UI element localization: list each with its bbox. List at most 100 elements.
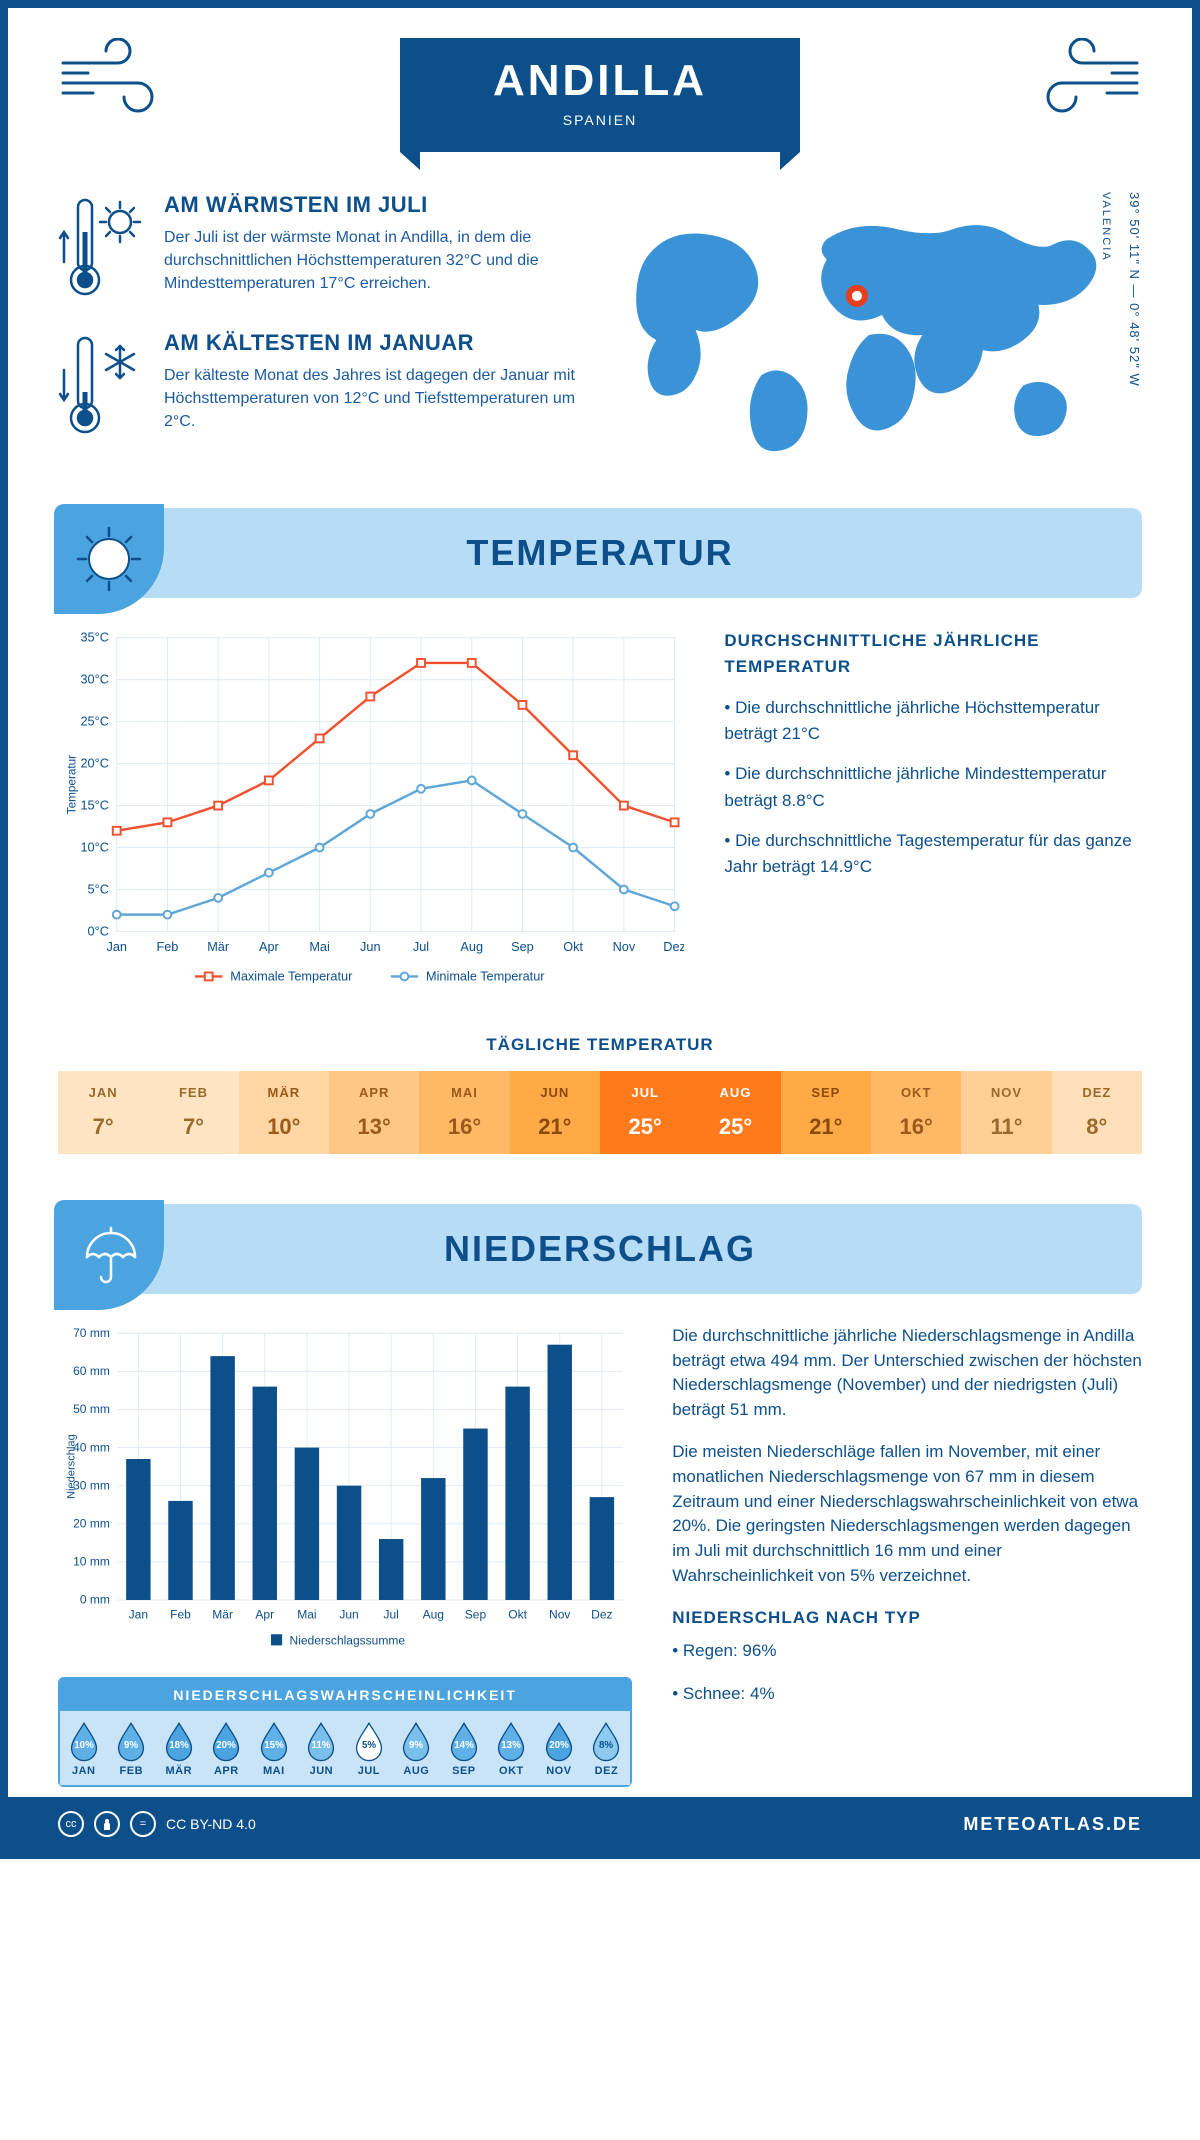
daily-temp-cell: JUN21° (510, 1071, 600, 1154)
fact-warm: AM WÄRMSTEN IM JULI Der Juli ist der wär… (58, 192, 585, 302)
section-precip-title: NIEDERSCHLAG (58, 1228, 1142, 1270)
svg-text:15%: 15% (264, 1740, 284, 1751)
by-icon (94, 1811, 120, 1837)
precip-prob-cell: 14% SEP (440, 1711, 488, 1785)
svg-text:0°C: 0°C (88, 923, 109, 938)
svg-text:Jun: Jun (360, 939, 381, 954)
svg-text:0 mm: 0 mm (80, 1593, 110, 1607)
license-text: CC BY-ND 4.0 (166, 1816, 256, 1832)
svg-text:35°C: 35°C (80, 630, 108, 645)
section-temperature-bar: TEMPERATUR (58, 508, 1142, 598)
precip-prob-cell: 20% NOV (535, 1711, 583, 1785)
svg-text:Niederschlagssumme: Niederschlagssumme (290, 1633, 406, 1647)
daily-temp-cell: NOV11° (961, 1071, 1051, 1154)
svg-text:9%: 9% (124, 1740, 138, 1751)
svg-text:40 mm: 40 mm (73, 1440, 110, 1454)
precip-prob-cell: 8% DEZ (583, 1711, 631, 1785)
svg-text:5%: 5% (362, 1740, 376, 1751)
wind-icon (58, 38, 178, 118)
svg-text:8%: 8% (599, 1740, 613, 1751)
daily-temp-cell: JAN7° (58, 1071, 148, 1154)
precip-prob-cell: 9% AUG (393, 1711, 441, 1785)
temperature-stats: DURCHSCHNITTLICHE JÄHRLICHE TEMPERATUR •… (724, 628, 1142, 1005)
svg-text:Apr: Apr (255, 1607, 274, 1621)
svg-text:Temperatur: Temperatur (66, 755, 79, 814)
svg-text:Okt: Okt (508, 1607, 527, 1621)
svg-text:50 mm: 50 mm (73, 1402, 110, 1416)
svg-text:Okt: Okt (563, 939, 583, 954)
section-temperature-title: TEMPERATUR (58, 532, 1142, 574)
svg-text:Jul: Jul (383, 1607, 398, 1621)
svg-text:70 mm: 70 mm (73, 1326, 110, 1340)
precip-para-2: Die meisten Niederschläge fallen im Nove… (672, 1440, 1142, 1588)
temperature-line-chart: 0°C5°C10°C15°C20°C25°C30°C35°CJanFebMärA… (58, 628, 684, 1000)
wind-icon (1022, 38, 1142, 118)
svg-text:13%: 13% (502, 1740, 522, 1751)
nd-icon: = (130, 1811, 156, 1837)
svg-text:18%: 18% (169, 1740, 189, 1751)
svg-text:11%: 11% (312, 1740, 331, 1751)
precip-prob-cell: 5% JUL (345, 1711, 393, 1785)
precip-prob-cell: 9% FEB (108, 1711, 156, 1785)
svg-text:20 mm: 20 mm (73, 1516, 110, 1530)
svg-text:Nov: Nov (613, 939, 636, 954)
country-subtitle: SPANIEN (480, 112, 720, 128)
svg-text:Mär: Mär (207, 939, 230, 954)
svg-text:10 mm: 10 mm (73, 1555, 110, 1569)
header-row: ANDILLA SPANIEN (58, 38, 1142, 152)
svg-text:Jan: Jan (129, 1607, 148, 1621)
precip-prob-cell: 20% APR (203, 1711, 251, 1785)
precip-prob-cell: 11% JUN (298, 1711, 346, 1785)
world-map-svg (615, 192, 1119, 468)
svg-text:Sep: Sep (511, 939, 534, 954)
fact-warm-title: AM WÄRMSTEN IM JULI (164, 192, 585, 218)
temp-stats-bullet: • Die durchschnittliche jährliche Höchst… (724, 695, 1142, 748)
svg-text:Jun: Jun (339, 1607, 358, 1621)
location-marker-icon (846, 285, 868, 307)
daily-temp-cell: DEZ8° (1052, 1071, 1142, 1154)
daily-temp-cell: OKT16° (871, 1071, 961, 1154)
fact-cold: AM KÄLTESTEN IM JANUAR Der kälteste Mona… (58, 330, 585, 440)
precip-type-item: • Schnee: 4% (672, 1682, 1142, 1707)
precipitation-bar-chart: 0 mm 10 mm 20 mm 30 mm 40 mm 50 mm 60 mm 70 mm J… (58, 1324, 632, 1657)
facts-row: AM WÄRMSTEN IM JULI Der Juli ist der wär… (58, 192, 1142, 468)
temp-stats-bullet: • Die durchschnittliche jährliche Mindes… (724, 761, 1142, 814)
svg-text:Niederschlag: Niederschlag (66, 1434, 78, 1499)
precip-prob-cell: 15% MAI (250, 1711, 298, 1785)
page-frame: ANDILLA SPANIEN (0, 0, 1200, 1859)
precip-prob-title: NIEDERSCHLAGSWAHRSCHEINLICHKEIT (60, 1679, 630, 1711)
daily-temp-cell: MÄR10° (239, 1071, 329, 1154)
svg-text:60 mm: 60 mm (73, 1364, 110, 1378)
svg-text:Apr: Apr (259, 939, 280, 954)
precip-prob-cell: 18% MÄR (155, 1711, 203, 1785)
svg-text:25°C: 25°C (80, 714, 108, 729)
svg-text:Maximale Temperatur: Maximale Temperatur (230, 968, 353, 983)
precip-description: Die durchschnittliche jährliche Niedersc… (672, 1324, 1142, 1787)
svg-text:20%: 20% (549, 1740, 569, 1751)
region-label: VALENCIA (1100, 192, 1112, 262)
site-name: METEOATLAS.DE (963, 1814, 1142, 1835)
fact-cold-text: Der kälteste Monat des Jahres ist dagege… (164, 364, 585, 434)
footer: cc = CC BY-ND 4.0 METEOATLAS.DE (8, 1797, 1192, 1851)
svg-text:Feb: Feb (170, 1607, 191, 1621)
city-title: ANDILLA (480, 56, 720, 106)
svg-text:9%: 9% (409, 1740, 423, 1751)
svg-text:Minimale Temperatur: Minimale Temperatur (426, 968, 545, 983)
svg-text:Nov: Nov (549, 1607, 570, 1621)
world-map: VALENCIA 39° 50' 11" N — 0° 48' 52" W (615, 192, 1142, 468)
svg-text:10%: 10% (74, 1740, 94, 1751)
precip-prob-cell: 10% JAN (60, 1711, 108, 1785)
coordinates: 39° 50' 11" N — 0° 48' 52" W (1119, 192, 1142, 468)
svg-text:Mai: Mai (297, 1607, 316, 1621)
svg-text:Feb: Feb (156, 939, 178, 954)
svg-text:14%: 14% (454, 1740, 474, 1751)
daily-temp-grid: JAN7°FEB7°MÄR10°APR13°MAI16°JUN21°JUL25°… (58, 1071, 1142, 1154)
svg-text:Jul: Jul (413, 939, 429, 954)
svg-text:30 mm: 30 mm (73, 1478, 110, 1492)
svg-text:15°C: 15°C (80, 797, 108, 812)
daily-temp-title: TÄGLICHE TEMPERATUR (58, 1035, 1142, 1055)
daily-temp-cell: APR13° (329, 1071, 419, 1154)
umbrella-icon (77, 1223, 141, 1287)
svg-text:Aug: Aug (460, 939, 483, 954)
precip-probability-box: NIEDERSCHLAGSWAHRSCHEINLICHKEIT 10% JAN … (58, 1677, 632, 1787)
